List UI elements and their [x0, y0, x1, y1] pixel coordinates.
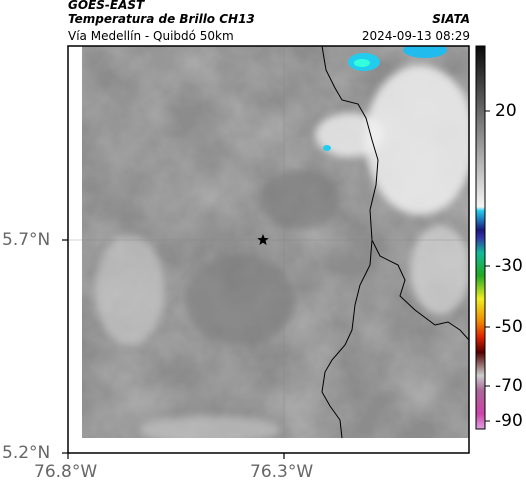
colorbar-tick-label: -50	[495, 317, 523, 337]
product-title: Temperatura de Brillo CH13	[68, 12, 255, 26]
agency-label: SIATA	[432, 12, 470, 26]
satellite-imagery	[82, 46, 469, 438]
lat-tick-label: 5.2°N	[2, 443, 51, 463]
lon-tick-label: 76.3°W	[250, 462, 314, 482]
colorbar-tick-label: -30	[495, 256, 523, 276]
colorbar	[475, 45, 490, 430]
coastline	[321, 45, 470, 439]
satellite-name: GOES-EAST	[68, 0, 145, 12]
timestamp-label: 2024-09-13 08:29	[361, 29, 470, 43]
map-frame	[67, 45, 470, 454]
lat-tick-label: 5.7°N	[2, 230, 51, 250]
star-icon	[257, 234, 269, 245]
gridlines	[68, 46, 469, 438]
colorbar-tick-label: -70	[495, 376, 523, 396]
colorbar-tick-label: 20	[495, 101, 517, 121]
lon-tick-label: 76.8°W	[34, 462, 98, 482]
region-label: Vía Medellín - Quibdó 50km	[68, 29, 234, 43]
colorbar-tick-label: -90	[495, 411, 523, 431]
